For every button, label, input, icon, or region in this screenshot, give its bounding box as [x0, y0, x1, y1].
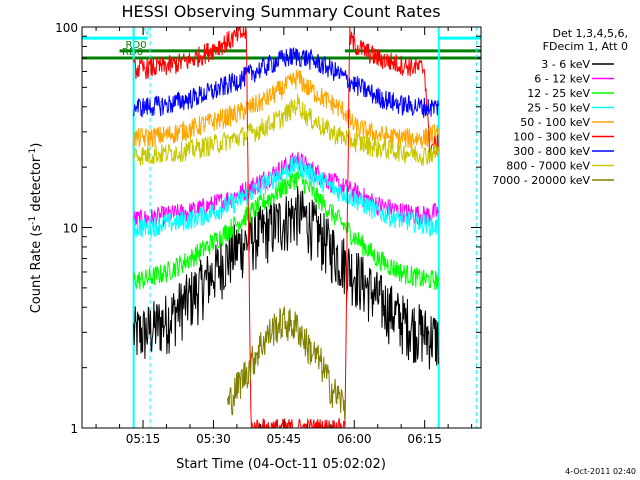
- series-line-7: [133, 93, 439, 166]
- y-axis-label-exp-1: -1: [28, 216, 38, 225]
- y-axis-ticks: 1 10 100: [55, 21, 481, 436]
- legend-label: 300 - 800 keV: [513, 145, 590, 158]
- x-axis-label: Start Time (04-Oct-11 05:02:02): [176, 457, 386, 472]
- x-tick-label: 05:45: [267, 432, 302, 446]
- legend-header: Det 1,3,4,5,6,: [552, 27, 628, 40]
- flag-label-rd6: RD6: [122, 47, 143, 58]
- y-axis-label-suffix: detector: [29, 156, 44, 216]
- series-line-0: [133, 186, 439, 370]
- series-line-5: [133, 25, 439, 430]
- y-axis-label-close: ): [29, 143, 44, 148]
- series-line-8: [227, 305, 346, 420]
- flag-label-n: N: [142, 27, 149, 38]
- x-tick-label: 05:15: [126, 432, 161, 446]
- legend-label: 6 - 12 keV: [534, 73, 590, 86]
- legend-label: 7000 - 20000 keV: [492, 174, 590, 187]
- legend-label: 3 - 6 keV: [541, 58, 590, 71]
- legend-label: 800 - 7000 keV: [506, 160, 590, 173]
- legend-label: 100 - 300 keV: [513, 131, 590, 144]
- x-axis-ticks: 05:15 05:30 05:45 06:00 06:15: [95, 27, 473, 446]
- legend-label: 50 - 100 keV: [520, 116, 590, 129]
- series-line-6: [133, 47, 439, 118]
- y-tick-label: 100: [55, 21, 78, 35]
- legend: Det 1,3,4,5,6,FDecim 1, Att 0 3 - 6 keV 6 …: [492, 27, 628, 187]
- chart-title: HESSI Observing Summary Count Rates: [121, 2, 440, 21]
- y-tick-label: 10: [63, 222, 78, 236]
- flag-label-rd0: RD0: [126, 40, 147, 51]
- series-line-2: [133, 169, 439, 291]
- series-line-4: [133, 69, 439, 149]
- legend-label: 25 - 50 keV: [527, 102, 590, 115]
- x-tick-label: 05:30: [196, 432, 231, 446]
- legend-label: 12 - 25 keV: [527, 87, 590, 100]
- y-tick-label: 1: [70, 422, 78, 436]
- y-axis-label: Count Rate (s-1 detector-1): [28, 143, 44, 314]
- y-axis-label-prefix: Count Rate (s: [29, 225, 44, 314]
- legend-header: FDecim 1, Att 0: [543, 40, 628, 53]
- x-tick-label: 06:00: [337, 432, 372, 446]
- series-line-3: [133, 154, 439, 238]
- x-tick-label: 06:15: [407, 432, 442, 446]
- timestamp: 4-Oct-2011 02:40: [565, 467, 636, 476]
- series-group: [133, 25, 439, 430]
- y-axis-label-exp-2: -1: [28, 148, 38, 157]
